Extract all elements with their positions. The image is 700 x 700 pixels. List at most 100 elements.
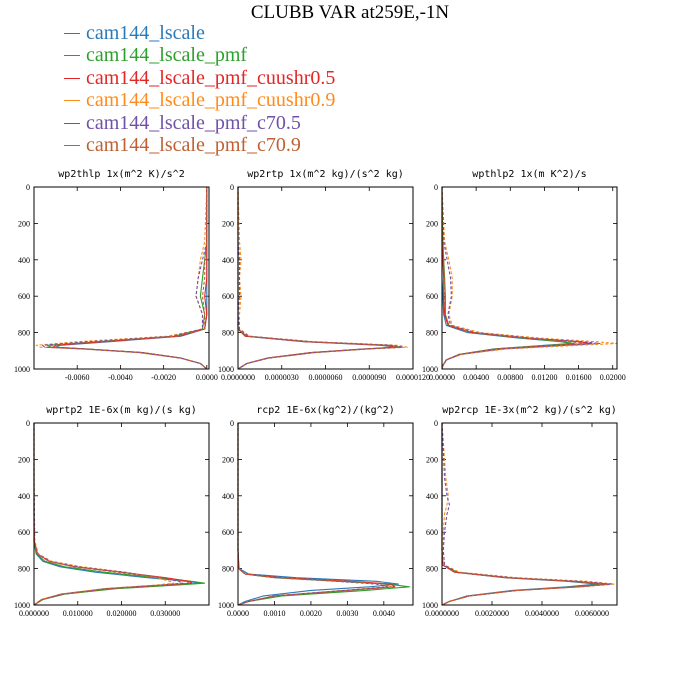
y-tick-label: 400 <box>426 492 438 501</box>
y-tick-label: 600 <box>426 292 438 301</box>
y-tick-label: 400 <box>222 492 234 501</box>
x-tick-label: 0.0020000 <box>475 609 509 618</box>
chart-panel: wp2rtp 1x(m^2 kg)/(s^2 kg) 0 200 400 600 800 1… <box>218 169 430 382</box>
y-tick-label: 800 <box>222 329 234 338</box>
x-tick-label: 0.0060000 <box>575 609 609 618</box>
y-tick-label: 800 <box>18 565 30 574</box>
series-line <box>237 187 399 370</box>
x-tick-label: 0.00800 <box>497 373 523 382</box>
series-line <box>441 186 601 370</box>
x-tick-label: 0.0000000 <box>425 609 459 618</box>
legend-label: cam144_lscale_pmf_c70.5 <box>86 111 301 134</box>
y-tick-label: 600 <box>18 292 30 301</box>
x-tick-label: 0.0000030 <box>265 373 299 382</box>
y-tick-label: 0 <box>434 183 438 192</box>
y-tick-label: 200 <box>18 219 30 228</box>
x-tick-label: 0.00000 <box>429 373 455 382</box>
x-tick-label: 0.0020 <box>300 609 322 618</box>
chart-panel: wprtp2 1E-6x(m kg)/(s kg) 0 200 400 600 800 10… <box>14 405 210 618</box>
legend: cam144_lscale cam144_lscale_pmf cam144_l… <box>64 22 335 157</box>
y-tick-label: 1000 <box>422 365 438 374</box>
legend-label: cam144_lscale_pmf <box>86 44 248 67</box>
x-tick-label: 0.0040 <box>373 609 395 618</box>
y-tick-label: 600 <box>222 292 234 301</box>
plot-frame <box>33 186 210 370</box>
y-tick-label: 200 <box>18 455 30 464</box>
y-tick-label: 0 <box>434 419 438 428</box>
chart-panel: wp2thlp 1x(m^2 K)/s^2 0 200 400 600 800 1000 -0… <box>14 169 218 382</box>
x-tick-label: 0.000000 <box>19 609 49 618</box>
x-tick-label: 0.01600 <box>566 373 592 382</box>
chart-title: rcp2 1E-6x(kg^2)/(kg^2) <box>256 405 394 416</box>
plot-frame <box>237 422 414 606</box>
legend-swatch <box>64 77 80 79</box>
series-line <box>42 187 208 370</box>
x-tick-label: 0.0000 <box>227 609 249 618</box>
legend-item: cam144_lscale_pmf_c70.5 <box>64 112 335 135</box>
x-tick-label: -0.0020 <box>151 373 176 382</box>
chart-title: wpthlp2 1x(m K^2)/s <box>472 169 586 180</box>
series-line <box>237 423 389 606</box>
legend-item: cam144_lscale_pmf_c70.9 <box>64 134 335 158</box>
legend-label: cam144_lscale_pmf_cuushr0.5 <box>86 66 336 89</box>
series-line <box>441 423 608 606</box>
y-tick-label: 200 <box>426 219 438 228</box>
series-line <box>55 187 208 370</box>
chart-title: wprtp2 1E-6x(m kg)/(s kg) <box>46 405 197 416</box>
series-line <box>441 422 613 606</box>
legend-item: cam144_lscale <box>64 22 335 45</box>
y-tick-label: 400 <box>426 256 438 265</box>
plot-frame <box>441 186 618 370</box>
chart-panel: wpthlp2 1x(m K^2)/s020040060080010000.00… <box>422 169 626 382</box>
x-tick-label: 0.020000 <box>107 609 137 618</box>
chart-title: wp2rtp 1x(m^2 kg)/(s^2 kg) <box>247 169 404 180</box>
y-tick-label: 1000 <box>218 365 234 374</box>
legend-item: cam144_lscale_pmf_cuushr0.5 <box>64 67 335 90</box>
y-tick-label: 0 <box>26 419 30 428</box>
x-tick-label: 0.0000060 <box>309 373 343 382</box>
series-line <box>33 423 206 606</box>
legend-label: cam144_lscale <box>86 21 205 44</box>
plot-frame <box>33 422 210 606</box>
series-line <box>237 186 408 370</box>
series-line <box>35 186 208 370</box>
y-tick-label: 800 <box>426 329 438 338</box>
page-title: CLUBB VAR at259E,-1N <box>250 2 450 23</box>
x-tick-label: 0.0030 <box>336 609 358 618</box>
x-tick-label: 0.0040000 <box>525 609 559 618</box>
x-tick-label: -0.0060 <box>65 373 90 382</box>
y-tick-label: 400 <box>222 256 234 265</box>
y-tick-label: 800 <box>426 565 438 574</box>
y-tick-label: 600 <box>222 528 234 537</box>
y-tick-label: 200 <box>426 455 438 464</box>
series-line <box>441 186 575 370</box>
series-line <box>237 423 399 606</box>
y-tick-label: 200 <box>222 455 234 464</box>
chart-panel: wp2rcp 1E-3x(m^2 kg)/(s^2 kg) 0 200 400 600 8… <box>422 405 618 618</box>
y-tick-label: 1000 <box>218 601 234 610</box>
legend-swatch <box>64 32 80 34</box>
chart-title: wp2rcp 1E-3x(m^2 kg)/(s^2 kg) <box>442 405 617 416</box>
legend-label: cam144_lscale_pmf_c70.9 <box>86 134 301 157</box>
legend-swatch <box>64 55 80 57</box>
chart-title: wp2thlp 1x(m^2 K)/s^2 <box>58 169 184 180</box>
legend-swatch <box>64 100 80 102</box>
series-line <box>441 422 616 606</box>
y-tick-label: 0 <box>230 419 234 428</box>
y-tick-label: 1000 <box>422 601 438 610</box>
legend-swatch <box>64 122 80 124</box>
y-tick-label: 1000 <box>14 365 30 374</box>
x-tick-label: 0.00400 <box>463 373 489 382</box>
x-tick-label: 0.0010 <box>263 609 285 618</box>
x-tick-label: -0.0040 <box>108 373 133 382</box>
legend-item: cam144_lscale_pmf_cuushr0.9 <box>64 89 335 113</box>
chart-panel: rcp2 1E-6x(kg^2)/(kg^2) 0 200 400 600 800 1000… <box>218 405 414 618</box>
x-tick-label: 0.030000 <box>150 609 180 618</box>
y-tick-label: 0 <box>26 183 30 192</box>
series-line <box>441 423 606 606</box>
legend-swatch <box>64 145 80 147</box>
y-tick-label: 400 <box>18 256 30 265</box>
plot-frame <box>441 422 618 606</box>
x-tick-label: 0.02000 <box>600 373 626 382</box>
